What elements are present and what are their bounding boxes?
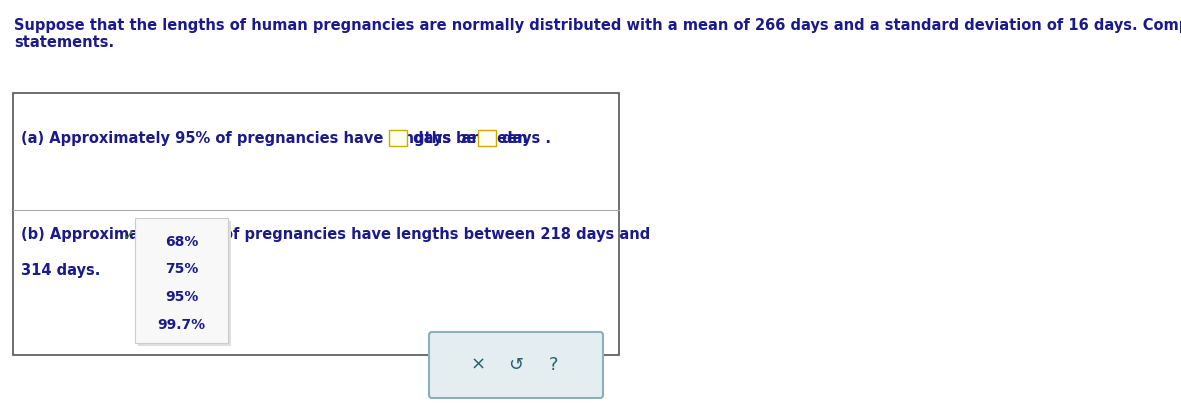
- Bar: [13, 93, 619, 355]
- Text: days  and: days and: [409, 131, 498, 145]
- Bar: [135, 218, 228, 343]
- Text: days .: days .: [497, 131, 552, 145]
- Text: ✓ ?: ✓ ?: [123, 228, 149, 243]
- Text: of pregnancies have lengths between 218 days and: of pregnancies have lengths between 218 …: [222, 228, 650, 243]
- Text: 68%: 68%: [165, 235, 198, 249]
- Bar: [478, 130, 496, 146]
- Text: statements.: statements.: [14, 35, 115, 50]
- FancyBboxPatch shape: [429, 332, 603, 398]
- Text: ↺: ↺: [509, 356, 523, 374]
- Bar: [390, 130, 407, 146]
- Text: (a) Approximately 95% of pregnancies have lengths between: (a) Approximately 95% of pregnancies hav…: [21, 131, 533, 145]
- Text: (b) Approximatel: (b) Approximatel: [21, 228, 161, 243]
- Text: 75%: 75%: [165, 262, 198, 276]
- Bar: [138, 221, 231, 346]
- Text: Suppose that the lengths of human pregnancies are normally distributed with a me: Suppose that the lengths of human pregna…: [14, 18, 1181, 33]
- Text: 95%: 95%: [165, 290, 198, 304]
- Text: ?: ?: [549, 356, 559, 374]
- Text: 99.7%: 99.7%: [157, 318, 205, 332]
- Text: 314 days.: 314 days.: [21, 262, 100, 278]
- Text: ×: ×: [470, 356, 485, 374]
